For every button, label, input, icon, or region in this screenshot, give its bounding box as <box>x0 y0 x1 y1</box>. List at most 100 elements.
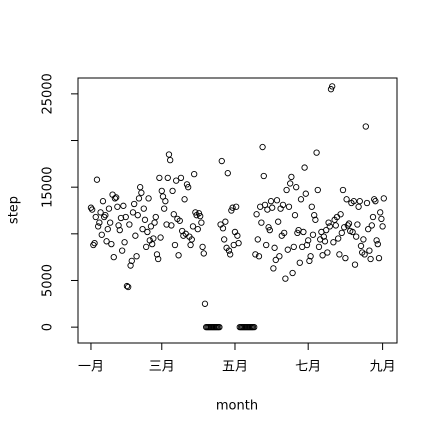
point <box>132 232 139 239</box>
point <box>222 218 229 225</box>
point <box>380 195 387 202</box>
point <box>366 247 373 254</box>
point <box>300 228 307 236</box>
point <box>141 216 149 223</box>
point <box>290 243 297 251</box>
point <box>176 217 183 224</box>
point <box>129 209 137 216</box>
point <box>259 143 266 151</box>
point <box>345 220 353 227</box>
point <box>309 231 317 238</box>
point <box>119 247 126 254</box>
point <box>321 238 329 245</box>
point <box>114 203 121 210</box>
point <box>197 212 204 220</box>
point <box>297 196 305 203</box>
point <box>315 243 323 251</box>
point <box>374 240 381 248</box>
point <box>218 157 225 165</box>
point <box>267 198 275 205</box>
point <box>357 242 365 250</box>
point <box>147 223 155 230</box>
point <box>188 236 195 243</box>
point <box>115 222 122 229</box>
point <box>123 282 131 290</box>
point <box>167 156 174 164</box>
point <box>133 253 140 260</box>
point <box>93 176 101 183</box>
x-tick-label: 一月 <box>78 360 104 375</box>
point <box>194 226 201 233</box>
point <box>314 186 321 194</box>
point <box>282 275 289 282</box>
point <box>251 323 258 331</box>
point <box>170 211 177 218</box>
point <box>336 251 343 258</box>
x-tick-label: 五月 <box>222 360 248 375</box>
point <box>175 252 182 259</box>
point <box>216 323 223 331</box>
point <box>302 190 309 197</box>
point <box>378 215 385 223</box>
point <box>157 234 164 241</box>
point <box>89 206 96 213</box>
point <box>95 223 102 230</box>
point <box>303 241 311 249</box>
point <box>164 174 171 181</box>
point <box>161 205 168 212</box>
point <box>260 172 267 180</box>
point <box>272 256 279 264</box>
point <box>335 235 342 242</box>
point <box>121 239 128 246</box>
point <box>102 212 109 219</box>
point <box>283 186 290 194</box>
point <box>365 226 372 233</box>
point <box>361 251 368 258</box>
y-tick-label: 5000 <box>41 264 56 297</box>
point <box>362 123 369 130</box>
point <box>127 262 134 269</box>
point <box>183 181 191 188</box>
point <box>338 229 345 237</box>
point <box>337 211 344 218</box>
point <box>111 195 119 202</box>
point <box>191 170 198 178</box>
point <box>271 244 278 251</box>
point <box>150 235 157 242</box>
point <box>363 199 371 207</box>
point <box>323 226 330 234</box>
point <box>97 209 104 216</box>
point <box>199 243 206 251</box>
point <box>145 195 152 202</box>
plot-box <box>77 77 398 344</box>
point <box>330 239 337 246</box>
point <box>312 216 319 223</box>
point <box>343 196 350 203</box>
point <box>349 228 356 236</box>
point <box>138 189 145 196</box>
point <box>355 203 362 210</box>
point <box>253 211 260 218</box>
point <box>152 213 159 221</box>
point <box>360 236 367 243</box>
point <box>134 212 141 219</box>
point <box>229 204 236 211</box>
point <box>324 249 331 256</box>
point <box>165 151 173 158</box>
point <box>342 254 349 262</box>
point <box>270 265 277 272</box>
point <box>266 226 273 234</box>
point <box>107 219 114 226</box>
point <box>265 224 272 231</box>
point <box>252 251 259 258</box>
point <box>158 187 165 195</box>
point <box>144 228 151 236</box>
point <box>354 221 361 228</box>
point <box>169 187 176 195</box>
point <box>291 212 299 219</box>
point <box>276 253 283 260</box>
point <box>319 252 326 259</box>
point <box>327 86 335 93</box>
point <box>137 184 144 191</box>
point <box>350 198 357 205</box>
